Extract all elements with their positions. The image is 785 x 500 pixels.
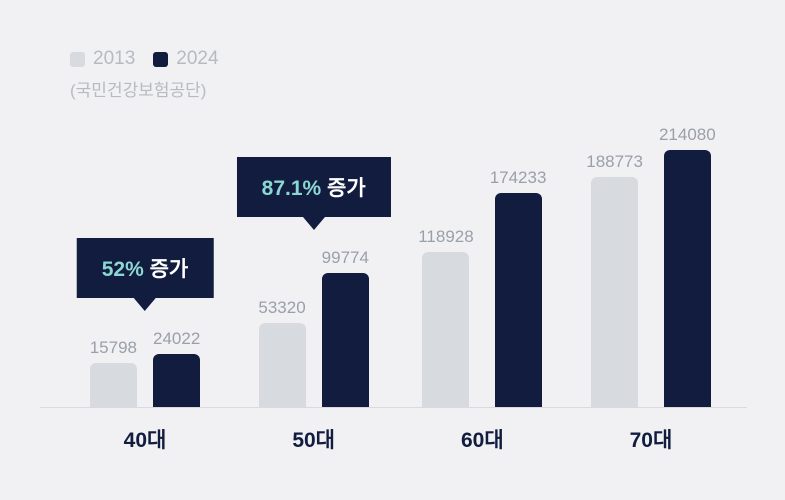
bar-wrap-2013-40대: 15798: [90, 338, 137, 408]
increase-callout-50대: 87.1% 증가: [236, 156, 391, 230]
legend-swatch-2024: [153, 51, 169, 67]
bar-wrap-2024-60대: 174233: [489, 167, 547, 408]
x-axis-label-50대: 50대: [292, 429, 335, 452]
bar-chart: 15798 24022 40대 52% 증가 53320 99774 50대 87.1% 증가…: [76, 88, 716, 452]
callout-text: 증가: [321, 176, 366, 200]
bar-group-70대: 188773 214080 70대: [586, 125, 715, 452]
x-axis-line: [40, 407, 747, 408]
callout-pointer: [133, 298, 156, 312]
callout-percent: 87.1%: [261, 176, 322, 200]
bar-wrap-2013-50대: 53320: [258, 297, 306, 408]
bar-wrap-2013-70대: 188773: [586, 152, 643, 408]
value-label-2013-50대: 53320: [258, 297, 306, 317]
callout-pointer: [302, 216, 325, 230]
legend-swatch-2013: [70, 51, 85, 67]
value-label-2024-60대: 174233: [489, 167, 547, 187]
bar-wrap-2024-40대: 24022: [153, 329, 200, 408]
bar-wrap-2024-50대: 99774: [322, 248, 369, 408]
bar-2024-50대: [321, 272, 369, 408]
value-label-2024-50대: 99774: [321, 247, 369, 267]
bar-2013-60대: [422, 252, 470, 408]
bar-2024-70대: [663, 150, 711, 408]
x-axis-label-40대: 40대: [123, 429, 167, 452]
bar-group-40대: 15798 24022 40대 52% 증가: [76, 238, 214, 452]
bar-2024-60대: [494, 192, 542, 408]
value-label-2024-70대: 214080: [658, 125, 716, 144]
bar-2013-50대: [258, 322, 306, 408]
bar-group-60대: 118928 174233 60대: [418, 168, 546, 452]
bar-wrap-2013-60대: 118928: [418, 227, 474, 408]
value-label-2024-40대: 24022: [153, 329, 201, 349]
legend-row: 2013 2024: [70, 48, 229, 70]
value-label-2013-40대: 15798: [89, 338, 137, 357]
bar-group-50대: 53320 99774 50대 87.1% 증가: [236, 156, 391, 452]
x-axis-label-60대: 60대: [460, 429, 504, 452]
bar-2024-40대: [153, 354, 201, 408]
callout-percent: 52%: [101, 258, 144, 282]
bar-wrap-2024-70대: 214080: [659, 125, 716, 408]
value-label-2013-70대: 188773: [586, 152, 643, 172]
bar-2013-70대: [591, 177, 639, 408]
increase-callout-40대: 52% 증가: [76, 238, 214, 312]
legend-label-2024: 2024: [176, 48, 219, 69]
bar-2013-40대: [89, 363, 137, 408]
legend-label-2013: 2013: [93, 48, 136, 69]
value-label-2013-60대: 118928: [418, 227, 474, 247]
callout-text: 증가: [143, 258, 189, 282]
legend: 2013 2024 (국민건강보험공단): [70, 48, 229, 101]
x-axis-label-70대: 70대: [629, 429, 673, 452]
legend-source: (국민건강보험공단): [70, 81, 207, 100]
